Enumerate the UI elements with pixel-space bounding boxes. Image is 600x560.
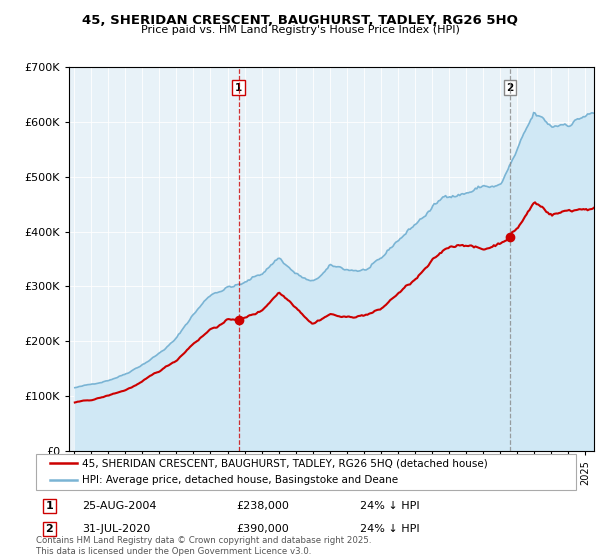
Text: £238,000: £238,000 (236, 501, 289, 511)
Text: HPI: Average price, detached house, Basingstoke and Deane: HPI: Average price, detached house, Basi… (82, 475, 398, 485)
Text: 25-AUG-2004: 25-AUG-2004 (82, 501, 157, 511)
Text: 45, SHERIDAN CRESCENT, BAUGHURST, TADLEY, RG26 5HQ: 45, SHERIDAN CRESCENT, BAUGHURST, TADLEY… (82, 14, 518, 27)
Text: Contains HM Land Registry data © Crown copyright and database right 2025.
This d: Contains HM Land Registry data © Crown c… (36, 536, 371, 556)
Text: 1: 1 (235, 82, 242, 92)
Text: 45, SHERIDAN CRESCENT, BAUGHURST, TADLEY, RG26 5HQ (detached house): 45, SHERIDAN CRESCENT, BAUGHURST, TADLEY… (82, 459, 488, 468)
Text: 31-JUL-2020: 31-JUL-2020 (82, 524, 150, 534)
Text: 24% ↓ HPI: 24% ↓ HPI (360, 524, 419, 534)
Text: Price paid vs. HM Land Registry's House Price Index (HPI): Price paid vs. HM Land Registry's House … (140, 25, 460, 35)
Text: £390,000: £390,000 (236, 524, 289, 534)
FancyBboxPatch shape (36, 454, 576, 490)
Text: 24% ↓ HPI: 24% ↓ HPI (360, 501, 419, 511)
Text: 1: 1 (46, 501, 53, 511)
Text: 2: 2 (46, 524, 53, 534)
Text: 2: 2 (506, 82, 514, 92)
